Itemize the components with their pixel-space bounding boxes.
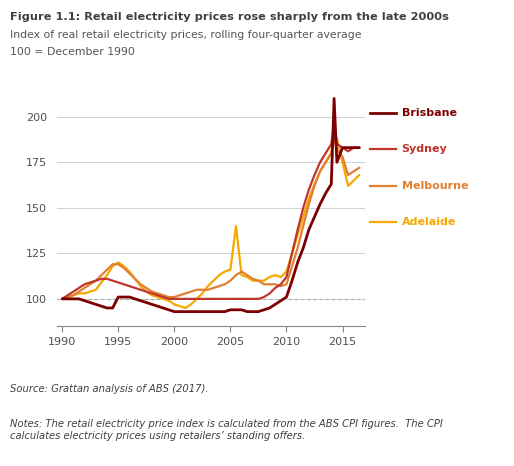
Text: Source: Grattan analysis of ABS (2017).: Source: Grattan analysis of ABS (2017). — [10, 384, 209, 394]
Text: Index of real retail electricity prices, rolling four-quarter average: Index of real retail electricity prices,… — [10, 30, 362, 40]
Text: Adelaide: Adelaide — [402, 217, 456, 227]
Text: Melbourne: Melbourne — [402, 181, 468, 191]
Text: Sydney: Sydney — [402, 144, 448, 154]
Text: Notes: The retail electricity price index is calculated from the ABS CPI figures: Notes: The retail electricity price inde… — [10, 419, 443, 441]
Text: 100 = December 1990: 100 = December 1990 — [10, 47, 135, 56]
Text: Figure 1.1: Retail electricity prices rose sharply from the late 2000s: Figure 1.1: Retail electricity prices ro… — [10, 12, 449, 21]
Text: Brisbane: Brisbane — [402, 108, 457, 118]
